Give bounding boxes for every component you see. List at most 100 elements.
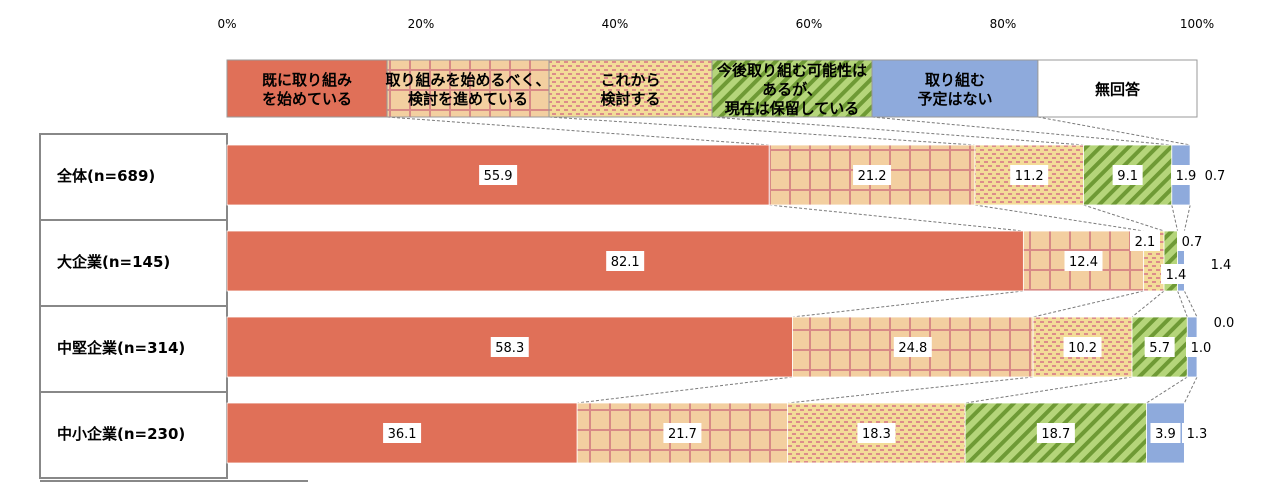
data-label-box [383,423,422,443]
connector-line [387,116,770,146]
x-axis-ticks: 0% 20% 40% 60% 80% 100% [217,17,1214,31]
legend-label: 検討する [601,90,661,108]
connector-line [549,116,975,146]
data-label-box [1063,337,1102,357]
data-label-box [1036,423,1075,443]
connector-lines [387,116,1198,404]
x-tick-label: 100% [1180,17,1214,31]
data-label-box [606,251,645,271]
data-label-box [1161,264,1191,284]
data-label-box [1182,423,1212,443]
legend-label: 現在は保留している [725,100,860,118]
data-label: 9.1 [1117,169,1138,184]
data-label: 12.4 [1069,255,1098,270]
data-label: 5.7 [1149,341,1170,356]
connector-line [872,116,1172,146]
bars [226,144,1199,464]
data-label: 21.7 [668,427,697,442]
legend-swatch [871,59,1039,118]
connector-line [1032,290,1144,318]
connector-line [711,116,1084,146]
data-label: 21.2 [858,169,887,184]
data-label-box [1130,231,1160,251]
legend-swatch [386,59,550,118]
data-label: 1.4 [1166,268,1187,283]
connector-line [1083,204,1165,232]
data-label: 24.8 [898,341,927,356]
data-label-box [1186,337,1216,357]
legend-label: 今後取り組む可能性は [716,62,867,80]
data-label-box [1209,312,1239,332]
legend-swatch [226,59,388,118]
legend-swatch [548,59,713,118]
data-label-box [1150,423,1181,443]
data-label-box [490,337,529,357]
data-label: 1.4 [1211,258,1232,273]
legend-swatch [711,59,873,118]
connector-line [577,376,793,404]
legend-label: 検討を進めている [408,90,528,108]
data-label: 1.3 [1187,427,1208,442]
category-label: 大企業(n=145) [57,253,170,271]
connector-line [965,376,1133,404]
data-label: 58.3 [495,341,524,356]
data-label-box [479,165,518,185]
connector-line [792,290,1024,318]
data-label: 10.2 [1068,341,1097,356]
data-label-box [1177,231,1207,251]
connector-line [1183,290,1198,318]
data-label: 0.7 [1182,235,1203,250]
category-frame [39,133,308,482]
data-label: 0.0 [1214,316,1235,331]
data-label: 18.7 [1041,427,1070,442]
data-label: 55.9 [484,169,513,184]
legend-label: これから [601,71,661,89]
data-label: 2.1 [1135,235,1156,250]
connector-line [1183,376,1198,404]
legend-label: 予定はない [917,90,992,108]
legend-swatch [1037,59,1198,118]
category-labels: 全体(n=689) 大企業(n=145) 中堅企業(n=314) 中小企業(n=230… [56,167,185,443]
category-label: 全体(n=689) [56,167,155,185]
category-label: 中小企業(n=230) [57,425,185,443]
data-label-box [1206,254,1236,274]
connector-line [769,204,1024,232]
data-label-box [1144,337,1175,357]
legend-label: 取り組む [925,71,985,89]
legend-label: を始めている [262,90,352,108]
legend-label: 無回答 [1095,81,1141,99]
data-label-box [1200,165,1230,185]
connector-line [1037,116,1191,146]
connector-line [787,376,1034,404]
data-label: 1.9 [1176,169,1197,184]
data-label: 3.9 [1155,427,1176,442]
connector-line [1131,290,1165,318]
x-tick-label: 40% [602,17,629,31]
data-label: 82.1 [611,255,640,270]
data-label: 0.7 [1205,169,1226,184]
data-label-box [857,423,896,443]
data-label-box [1064,251,1103,271]
data-label-box [1112,165,1143,185]
connector-line [1171,204,1179,232]
data-label: 1.0 [1191,341,1212,356]
legend-label: あるが、 [762,81,822,99]
data-label-box [663,423,702,443]
connector-line [1177,290,1188,318]
connector-line [1146,376,1188,404]
data-label: 36.1 [388,427,417,442]
data-label-box [893,337,932,357]
x-tick-label: 0% [217,17,236,31]
x-tick-label: 60% [796,17,823,31]
data-label-box [1171,165,1201,185]
category-label: 中堅企業(n=314) [57,339,185,357]
x-tick-label: 20% [408,17,435,31]
legend-label: 取り組みを始めるべく、 [386,71,551,89]
connector-line [974,204,1144,232]
data-label: 11.2 [1015,169,1044,184]
data-label-box [853,165,892,185]
legend-label: 既に取り組み [262,71,352,89]
connector-line [1183,204,1191,232]
